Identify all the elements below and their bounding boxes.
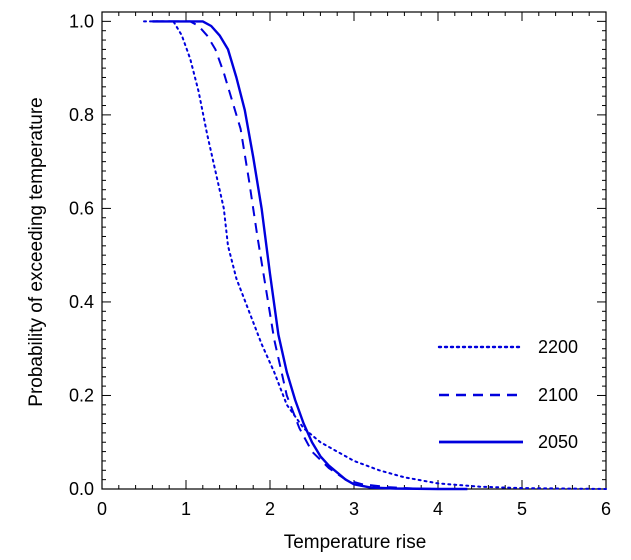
series-line-2050: [152, 20, 468, 491]
legend-label-2100: 2100: [538, 385, 578, 405]
y-tick-label: 0.0: [69, 479, 94, 499]
y-tick-label: 0.2: [69, 385, 94, 405]
y-tick-label: 1.0: [69, 11, 94, 31]
series-line-2200: [143, 20, 607, 490]
y-tick-label: 0.4: [69, 292, 94, 312]
x-tick-label: 5: [517, 499, 527, 519]
x-tick-label: 2: [265, 499, 275, 519]
x-tick-label: 1: [181, 499, 191, 519]
x-tick-label: 4: [433, 499, 443, 519]
series-line-2100: [152, 20, 439, 490]
series-lines: [143, 20, 607, 491]
x-axis-ticks: 0 1 2 3 4 5 6: [97, 12, 611, 519]
x-tick-label: 6: [601, 499, 611, 519]
legend-label-2200: 2200: [538, 337, 578, 357]
x-axis-title: Temperature rise: [284, 532, 427, 553]
y-axis-title: Probability of exceeding temperature: [26, 97, 47, 406]
y-tick-label: 0.6: [69, 198, 94, 218]
y-axis-ticks: 0.0 0.2 0.4 0.6 0.8 1.0: [69, 11, 606, 499]
legend: 2200 2100 2050: [437, 337, 578, 452]
legend-label-2050: 2050: [538, 432, 578, 452]
y-tick-label: 0.8: [69, 105, 94, 125]
x-tick-label: 3: [349, 499, 359, 519]
x-tick-label: 0: [97, 499, 107, 519]
